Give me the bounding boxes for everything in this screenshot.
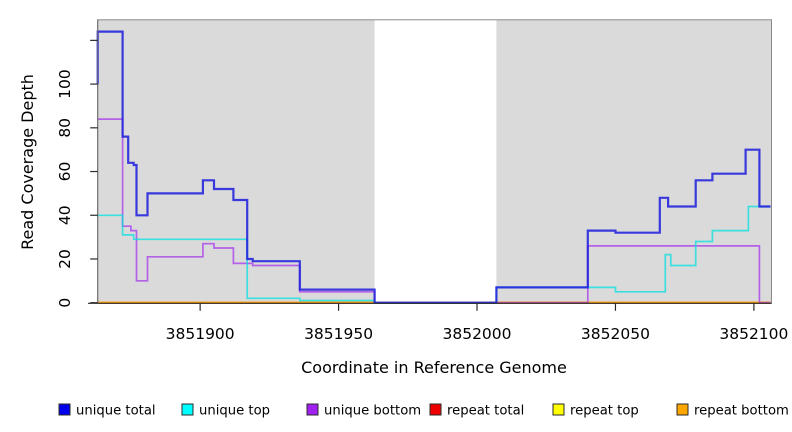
x-tick-label: 3852000 [442,325,511,343]
x-tick-label: 3852100 [719,325,788,343]
legend: unique total unique top unique bottom repea… [58,403,789,419]
y-tick-label: 20 [56,249,74,269]
x-axis-title: Coordinate in Reference Genome [301,358,567,377]
series-layer [96,30,771,304]
legend-label-unique-bottom: unique bottom [324,404,421,419]
legend-swatch-unique-bottom [306,403,319,416]
x-tick-label: 3852050 [581,325,650,343]
masked-region [374,20,497,303]
legend-item-unique-top: unique top [181,403,270,419]
y-tick-label: 0 [56,298,74,308]
legend-swatch-repeat-bottom [676,403,689,416]
legend-label-repeat-bottom: repeat bottom [694,404,789,419]
x-tick-label: 3851900 [166,325,235,343]
series-line-unique-total [96,30,771,304]
legend-swatch-repeat-total [429,403,442,416]
legend-label-unique-top: unique top [199,404,270,419]
series-line-unique-bottom [97,118,771,304]
legend-swatch-unique-total [58,403,71,416]
legend-swatch-repeat-top [552,403,565,416]
legend-item-repeat-bottom: repeat bottom [676,403,789,419]
y-axis-title: Read Coverage Depth [18,74,37,250]
y-tick-label: 80 [56,118,74,138]
legend-item-repeat-top: repeat top [552,403,639,419]
y-tick-label: 60 [56,162,74,182]
y-tick-label: 40 [56,205,74,225]
plot-panel-layer [97,19,772,304]
legend-item-unique-total: unique total [58,403,156,419]
legend-swatch-unique-top [181,403,194,416]
x-tick-label: 3851950 [304,325,373,343]
legend-label-unique-total: unique total [76,404,156,419]
y-tick-label: 100 [56,69,74,99]
legend-item-repeat-total: repeat total [429,403,524,419]
axis-layer: 3851900 3851950 3852000 3852050 3852100 0 20 40… [56,19,788,343]
legend-label-repeat-top: repeat top [570,404,639,419]
legend-item-unique-bottom: unique bottom [306,403,421,419]
legend-label-repeat-total: repeat total [447,404,524,419]
